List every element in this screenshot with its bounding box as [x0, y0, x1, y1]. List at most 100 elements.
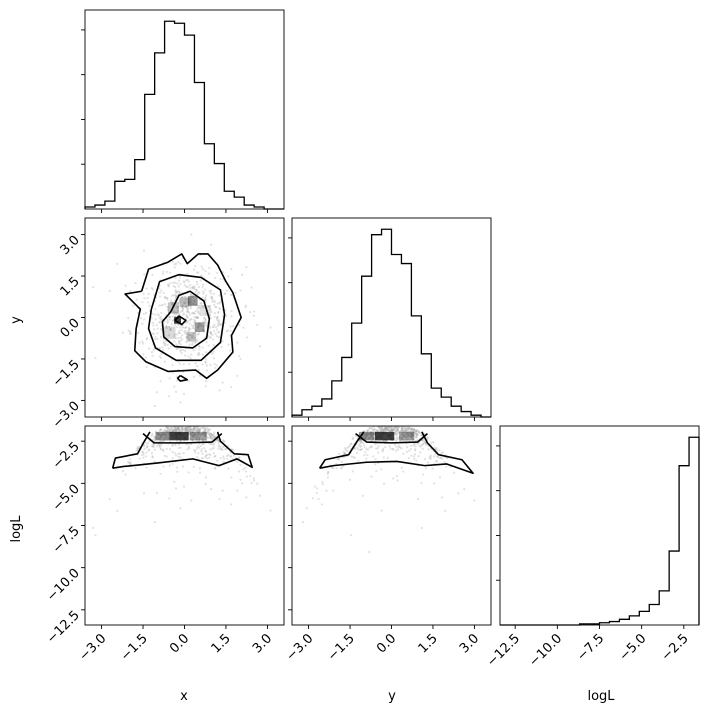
panel-y-vs-logL-sample-point	[421, 447, 424, 450]
panel-x-vs-y-sample-point	[212, 350, 215, 353]
panel-y-vs-logL-sample-point	[395, 474, 399, 478]
panel-y-vs-logL-sample-point	[410, 432, 413, 435]
panel-y-vs-logL-sample-point	[326, 476, 329, 479]
panel-y-vs-logL-sample-point	[351, 470, 355, 473]
panel-y-vs-logL-sample-point	[407, 456, 410, 460]
panel-x-vs-y-sample-point	[214, 300, 217, 303]
panel-x-vs-logL-sample-point	[192, 449, 196, 452]
panel-x-vs-logL-sample-point	[238, 456, 241, 459]
panel-y-vs-logL-sample-point	[377, 444, 380, 448]
panel-y-vs-logL-sample-point	[416, 429, 419, 433]
panel-x-vs-y-sample-point	[160, 289, 163, 292]
panel-y-vs-logL-sample-point	[385, 427, 388, 430]
panel-x-vs-y-sample-point	[180, 348, 183, 352]
panel-x-vs-y-sample-point	[138, 341, 141, 344]
panel-x-vs-y-sample-point	[184, 305, 188, 309]
panel-y-vs-logL-sample-point	[362, 441, 365, 445]
panel-y-vs-logL-sample-point	[410, 434, 414, 437]
panel-y-vs-logL-sample-point	[395, 433, 399, 436]
panel-x-vs-y-contour	[124, 253, 242, 380]
panel-x-vs-y-sample-point	[175, 337, 178, 340]
panel-x-vs-logL-sample-point	[212, 446, 215, 449]
panel-y-vs-logL-sample-point	[380, 429, 383, 432]
panel-y-vs-logL-sample-point	[344, 448, 347, 452]
panel-x-vs-logL-sample-point	[207, 429, 210, 432]
panel-y-vs-logL-sample-point	[396, 426, 399, 429]
panel-x-vs-logL-sample-point	[199, 427, 202, 430]
panel-x-vs-y-sample-point	[166, 318, 169, 321]
panel-x-vs-y-sample-point	[197, 323, 200, 326]
panel-x-vs-logL-sample-point	[238, 456, 241, 460]
panel-x-vs-logL-density-cell	[169, 431, 189, 441]
panel-y-vs-logL-sample-point	[371, 436, 374, 439]
panel-x-vs-y-sample-point	[167, 315, 171, 319]
panel-y-vs-logL-sample-point	[369, 432, 373, 435]
panel-y-vs-logL-sample-point	[373, 427, 376, 431]
panel-x-vs-y-sample-point	[201, 283, 205, 286]
panel-y-vs-logL-sample-point	[397, 426, 400, 429]
panel-x-vs-y-sample-point	[191, 337, 194, 340]
panel-x-vs-y-sample-point	[190, 344, 194, 347]
panel-x-vs-y-sample-point	[162, 270, 165, 273]
panel-x-vs-logL-sample-point	[211, 436, 215, 439]
panel-x-vs-logL-sample-point	[199, 433, 203, 437]
panel-x-vs-logL-sample-point	[250, 481, 253, 485]
panel-x-vs-y-sample-point	[198, 353, 201, 356]
panel-x-vs-logL-sample-point	[190, 430, 194, 433]
panel-y-vs-logL-sample-point	[387, 426, 390, 428]
panel-x-vs-logL-sample-point	[195, 427, 198, 430]
panel-x-vs-logL-sample-point	[189, 428, 192, 431]
panel-y-vs-logL-sample-point	[405, 428, 408, 431]
panel-x-vs-y-sample-point	[178, 329, 181, 333]
panel-x-vs-logL-sample-point	[157, 443, 160, 447]
panel-x-vs-y-sample-point	[192, 294, 195, 297]
panel-x-vs-y-sample-point	[216, 324, 219, 327]
panel-y-vs-logL-sample-point	[400, 447, 403, 450]
panel-x-vs-logL-sample-point	[198, 437, 201, 441]
panel-y-vs-logL-sample-point	[389, 430, 392, 433]
panel-x-vs-y-sample-point	[194, 310, 197, 313]
panel-x-vs-logL-sample-point	[182, 451, 185, 455]
panel-y-vs-logL-sample-point	[400, 427, 403, 430]
panel-x-vs-logL-sample-point	[191, 434, 194, 437]
panel-y-vs-logL-sample-point	[365, 431, 368, 434]
panel-x-vs-logL-sample-point	[188, 431, 191, 434]
panel-x-vs-y-sample-point	[201, 304, 204, 307]
panel-x-vs-logL-sample-point	[218, 444, 221, 447]
panel-x-vs-y-sample-point	[181, 309, 184, 312]
y-axis-label-logL: logL	[9, 515, 24, 543]
panel-x-vs-logL-sample-point	[206, 436, 209, 440]
panel-x-vs-y-sample-point	[187, 330, 190, 333]
panel-x-vs-logL-sample-point	[210, 443, 213, 446]
panel-y-vs-logL-sample-point	[366, 429, 369, 432]
panel-x-vs-y-sample-point	[162, 349, 165, 352]
panel-x-vs-y-sample-point	[174, 286, 177, 289]
panel-x-vs-logL-sample-point	[192, 434, 195, 438]
panel-x-vs-y-sample-point	[239, 289, 242, 292]
panel-x-vs-y-sample-point	[168, 377, 171, 380]
panel-x-vs-y-contour	[176, 374, 189, 382]
panel-x-vs-y-sample-point	[124, 284, 127, 287]
panel-y-vs-logL-sample-point	[396, 427, 399, 431]
panel-x-vs-y-sample-point	[192, 325, 195, 328]
panel-x-vs-y-sample-point	[146, 301, 150, 304]
panel-x-vs-logL-sample-point	[185, 428, 189, 431]
panel-x-vs-y-sample-point	[191, 295, 194, 298]
panel-y-vs-logL-sample-point	[349, 534, 353, 537]
panel-x-vs-y-sample-point	[191, 334, 194, 337]
panel-x-vs-y-sample-point	[174, 296, 178, 300]
panel-x-vs-y-sample-point	[215, 328, 218, 331]
panel-y-vs-logL-sample-point	[400, 438, 404, 441]
panel-y-vs-logL-sample-point	[359, 448, 362, 451]
panel-x-vs-y-sample-point	[217, 336, 221, 339]
panel-x-vs-logL-sample-point	[238, 470, 241, 473]
panel-hist-logL-background	[500, 426, 699, 625]
panel-x-vs-y-sample-point	[230, 385, 233, 389]
panel-y-vs-logL-sample-point	[301, 521, 304, 524]
panel-y-vs-logL-sample-point	[445, 465, 448, 468]
panel-x-vs-y-sample-point	[158, 291, 162, 294]
panel-x-vs-y-sample-point	[211, 296, 214, 299]
panel-y-vs-logL-sample-point	[433, 446, 436, 449]
panel-x-vs-logL-sample-point	[175, 430, 178, 433]
panel-y-vs-logL-sample-point	[385, 428, 388, 431]
